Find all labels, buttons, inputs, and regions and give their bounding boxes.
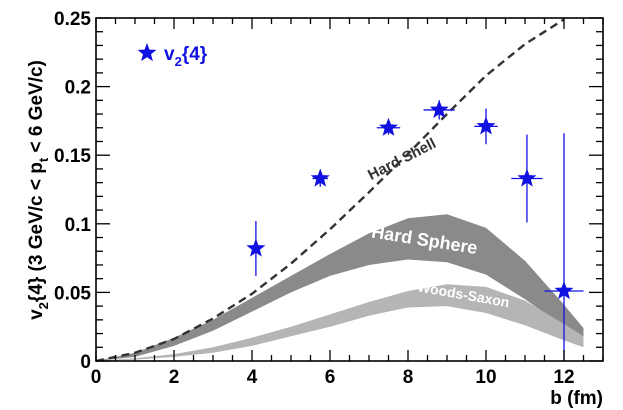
model-bands xyxy=(96,214,584,361)
x-axis-ticks: 0 2 4 6 8 10 12 xyxy=(91,18,604,388)
y-tick-label: 0.1 xyxy=(65,215,92,236)
y-axis-title: v2{4} (3 GeV/c < pt < 6 GeV/c) xyxy=(26,60,51,320)
legend-star-marker xyxy=(137,43,157,62)
x-tick-label: 8 xyxy=(403,367,414,388)
y-tick-label: 0.25 xyxy=(54,9,91,30)
data-point-star xyxy=(517,168,537,187)
hard-shell-curve xyxy=(95,18,565,363)
data-points xyxy=(246,99,574,300)
y-tick-label: 0.15 xyxy=(54,146,91,167)
data-point-star xyxy=(246,238,266,257)
band-woods-saxon xyxy=(96,284,584,361)
x-tick-label: 2 xyxy=(169,367,180,388)
y-axis-ticks: 0 0.05 0.1 0.15 0.2 0.25 xyxy=(54,9,603,373)
x-tick-label: 10 xyxy=(475,367,496,388)
x-tick-label: 6 xyxy=(325,367,336,388)
y-tick-label: 0 xyxy=(80,352,91,373)
data-point-star xyxy=(476,116,496,135)
y-tick-label: 0.05 xyxy=(54,283,91,304)
x-tick-label: 4 xyxy=(247,367,258,388)
x-tick-label: 12 xyxy=(553,367,574,388)
x-tick-label: 0 xyxy=(91,367,102,388)
data-point-star xyxy=(310,168,330,187)
data-point-star xyxy=(429,99,449,118)
annotation-hard-shell: Hard Shell xyxy=(365,135,439,184)
data-point-star xyxy=(554,281,574,300)
band-hard-sphere xyxy=(96,214,584,361)
data-point-star xyxy=(379,117,398,136)
legend-label: v2{4} xyxy=(164,44,208,69)
legend: v2{4} xyxy=(137,43,208,69)
x-axis-title: b (fm) xyxy=(550,388,603,409)
y-tick-label: 0.2 xyxy=(65,78,91,99)
